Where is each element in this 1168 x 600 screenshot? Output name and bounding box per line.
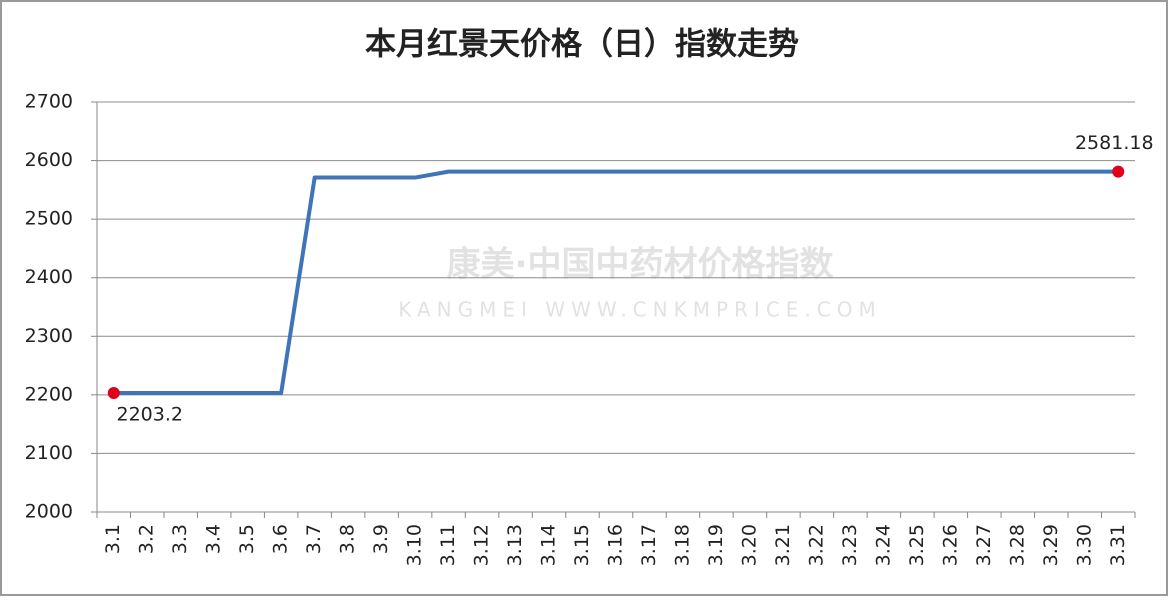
watermark: KANGMEI WWW.CNKMPRICE.COM <box>398 298 882 322</box>
x-tick-label: 3.12 <box>471 524 493 566</box>
x-tick-label: 3.3 <box>169 524 191 554</box>
point-marker <box>107 386 120 399</box>
line <box>113 169 1119 395</box>
x-tick-label: 3.9 <box>370 524 392 554</box>
x-tick-label: 3.23 <box>839 524 861 566</box>
x-tick-label: 3.20 <box>738 524 760 566</box>
x-tick-label: 3.17 <box>638 524 660 566</box>
y-tick-label: 2200 <box>25 383 73 405</box>
x-tick-label: 3.2 <box>136 524 158 554</box>
y-tick-label: 2100 <box>25 442 73 464</box>
y-tick-label: 2000 <box>25 501 73 523</box>
x-tick-label: 3.15 <box>571 524 593 566</box>
y-tick-label: 2500 <box>25 208 73 230</box>
data-label: 2203.2 <box>116 403 182 425</box>
x-tick-label: 3.26 <box>939 524 961 566</box>
x-tick-label: 3.19 <box>705 524 727 566</box>
x-tick-label: 3.5 <box>236 524 258 554</box>
y-tick-label: 2300 <box>25 325 73 347</box>
x-tick-label: 3.7 <box>303 524 325 554</box>
y-tick-label: 2700 <box>25 91 73 113</box>
data-label: 2581.18 <box>1075 132 1154 154</box>
x-tick-label: 3.21 <box>772 524 794 566</box>
x-tick-label: 3.14 <box>538 524 560 566</box>
watermark: 康美·中国中药材价格指数 <box>447 245 834 285</box>
point-marker <box>1112 165 1125 178</box>
x-tick-label: 3.13 <box>504 524 526 566</box>
x-tick-label: 3.25 <box>906 524 928 566</box>
x-tick-label: 3.30 <box>1073 524 1095 566</box>
x-tick-label: 3.6 <box>270 524 292 554</box>
x-tick-label: 3.31 <box>1107 524 1129 566</box>
x-tick-label: 3.28 <box>1006 524 1028 566</box>
x-tick-label: 3.27 <box>973 524 995 566</box>
x-tick-label: 3.1 <box>102 524 124 554</box>
x-tick-label: 3.11 <box>437 524 459 566</box>
x-tick-label: 3.10 <box>404 524 426 566</box>
y-tick-label: 2600 <box>25 149 73 171</box>
x-tick-label: 3.22 <box>805 524 827 566</box>
x-tick-label: 3.29 <box>1040 524 1062 566</box>
x-tick-label: 3.16 <box>605 524 627 566</box>
x-tick-label: 3.24 <box>872 524 894 566</box>
chart-title: 本月红景天价格（日）指数走势 <box>365 27 799 63</box>
x-tick-label: 3.8 <box>337 524 359 554</box>
x-tick-label: 3.18 <box>671 524 693 566</box>
x-tick-label: 3.4 <box>203 524 225 554</box>
y-tick-label: 2400 <box>25 266 73 288</box>
